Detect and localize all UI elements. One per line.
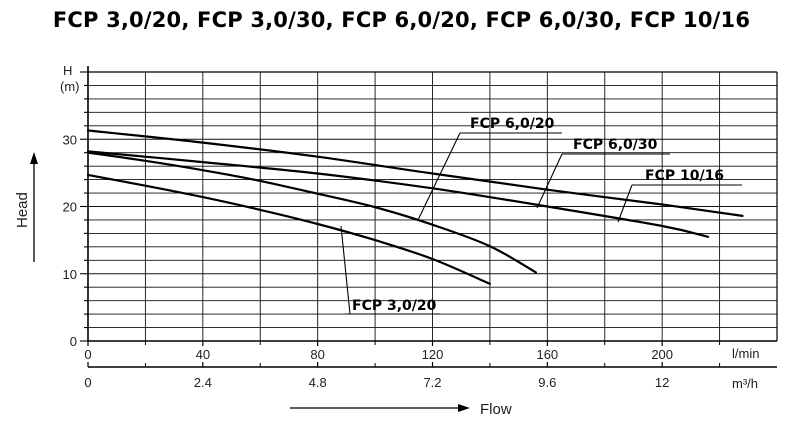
series-line-fcp-10-16 <box>86 129 744 217</box>
callouts: FCP 6,0/20 FCP 6,0/30 FCP 10/16 FCP 3,0/20 <box>340 116 742 315</box>
x2-tick-label: 7.2 <box>423 375 441 390</box>
x2-tick-label: 0 <box>84 375 91 390</box>
y-tick-label: 20 <box>63 200 77 215</box>
x-unit-primary: l/min <box>732 346 759 361</box>
x-tick-label: 200 <box>651 347 673 362</box>
y-unit: (m) <box>60 79 80 94</box>
y-unit-letter: H <box>63 63 72 78</box>
axes <box>30 66 778 412</box>
callout-label-fcp-10-16: FCP 10/16 <box>645 168 724 184</box>
callout-leader-fcp-6-0-20 <box>417 132 461 221</box>
x-tick-label: 120 <box>422 347 444 362</box>
series-lines <box>86 129 744 285</box>
y-tick-label: 30 <box>63 132 77 147</box>
y-axis-name: Head <box>14 192 31 228</box>
x-tick-label: 80 <box>310 347 324 362</box>
head-arrow-head <box>30 152 38 164</box>
x2-tick-label: 2.4 <box>194 375 212 390</box>
x-axis-name: Flow <box>480 401 512 418</box>
series-line-fcp-6-0-20 <box>86 151 537 274</box>
callout-leader-fcp-3-0-20 <box>340 225 351 315</box>
x2-tick-label: 12 <box>655 375 669 390</box>
chart-title: FCP 3,0/20, FCP 3,0/30, FCP 6,0/20, FCP … <box>52 8 751 32</box>
y-tick-label: 10 <box>63 267 77 282</box>
callout-leader-fcp-10-16 <box>617 184 633 223</box>
callout-label-fcp-6-0-30: FCP 6,0/30 <box>573 137 658 153</box>
x-unit-secondary: m³/h <box>732 376 758 391</box>
flow-arrow-head <box>458 404 470 412</box>
callout-label-fcp-3-0-20: FCP 3,0/20 <box>352 298 437 314</box>
x-tick-label: 0 <box>84 347 91 362</box>
callout-label-fcp-6-0-20: FCP 6,0/20 <box>470 116 555 132</box>
x2-tick-label: 9.6 <box>538 375 556 390</box>
callout-leader-fcp-6-0-30 <box>536 153 563 209</box>
series-line-fcp-6-0-30 <box>86 150 710 238</box>
x-tick-label: 160 <box>536 347 558 362</box>
series-line-fcp-3-0-20 <box>86 173 491 285</box>
x2-tick-label: 4.8 <box>309 375 327 390</box>
x-tick-label: 40 <box>196 347 210 362</box>
y-tick-label: 0 <box>70 334 77 349</box>
